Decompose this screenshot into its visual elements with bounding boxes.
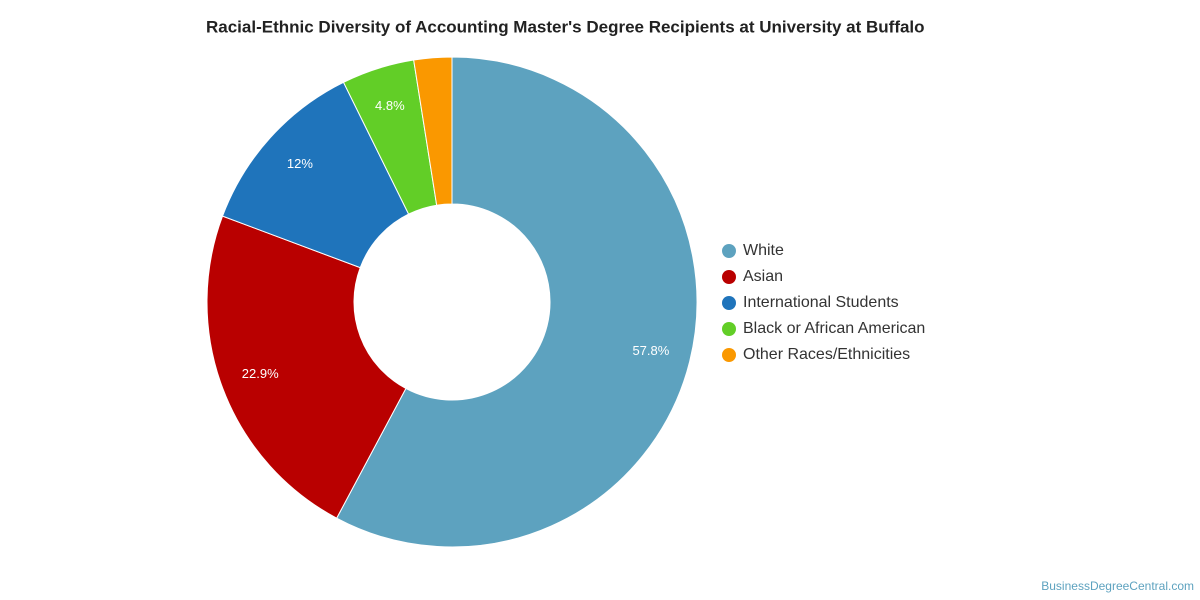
slice <box>206 215 407 519</box>
data-label: 22.9% <box>242 366 279 381</box>
source: BusinessDegreeCentral.com <box>1041 579 1194 593</box>
data-label: 57.8% <box>632 343 669 358</box>
legend-marker <box>722 244 736 258</box>
slice <box>221 81 410 269</box>
legend-marker <box>722 322 736 336</box>
chart-title: Racial-Ethnic Diversity of Accounting Ma… <box>206 17 925 36</box>
slice <box>413 56 453 206</box>
legend-label: Black or African American <box>743 320 925 337</box>
data-label: 12% <box>287 156 313 171</box>
slice <box>336 56 698 548</box>
legend-marker <box>722 270 736 284</box>
legend-label: Other Races/Ethnicities <box>743 346 910 363</box>
data-label: 4.8% <box>375 98 405 113</box>
legend-marker <box>722 348 736 362</box>
legend-label: White <box>743 242 784 259</box>
legend-marker <box>722 296 736 310</box>
legend-label: International Students <box>743 294 899 311</box>
legend-label: Asian <box>743 268 783 285</box>
